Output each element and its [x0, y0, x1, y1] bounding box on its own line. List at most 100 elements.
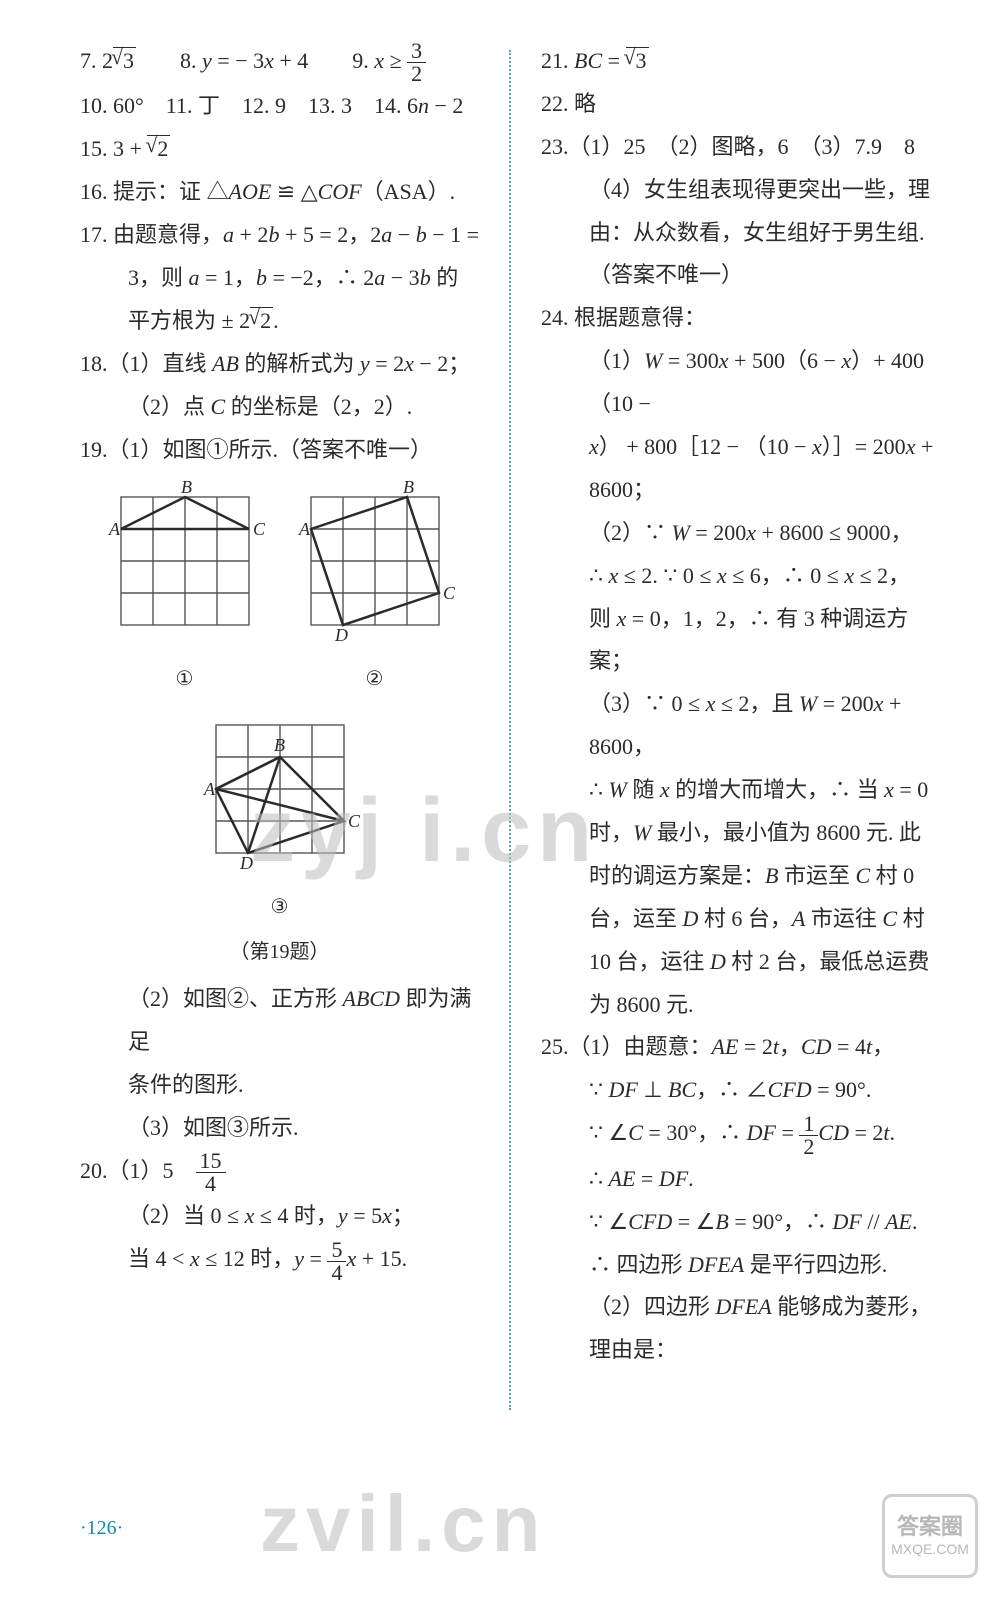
line-18b: （2）点 C 的坐标是（2，2）. [80, 386, 479, 429]
t: C [882, 906, 897, 931]
t: ，∴ ∠ [696, 1077, 768, 1102]
t: ）］= 200 [822, 434, 906, 459]
var-b: b [416, 222, 427, 247]
frac-num: 15 [196, 1150, 226, 1173]
fig-label-A: A [203, 779, 216, 799]
var-y: y [338, 1203, 348, 1228]
t: . [890, 1120, 896, 1145]
var-b: b [420, 265, 431, 290]
t: 8. [136, 48, 202, 73]
t: ≤ 6，∴ 0 ≤ [727, 563, 845, 588]
line-25d: ∴ AE = DF. [541, 1158, 940, 1201]
t: DFEA [688, 1252, 744, 1277]
t: ≤ 2，且 [715, 691, 799, 716]
figure-row-2: A B C D ③ （第19题） [80, 709, 479, 972]
t: ≤ 12 时， [200, 1246, 295, 1271]
t: 的增大而增大，∴ 当 [670, 777, 885, 802]
t: CFD [768, 1077, 812, 1102]
var-x: x [812, 434, 822, 459]
t: 由：从众数看，女生组好于男生组. [589, 220, 925, 245]
line-10-14: 10. 60° 11. 丁 12. 9 13. 3 14. 6n − 2 [80, 85, 479, 128]
var-x: x [190, 1246, 200, 1271]
t: C [211, 394, 226, 419]
fig-number-1: ① [105, 660, 265, 699]
line-24a: 24. 根据题意得： [541, 297, 940, 340]
fig-label-C: C [253, 519, 265, 539]
t: CD [801, 1034, 832, 1059]
t: （ASA）. [362, 179, 456, 204]
frac-num: 1 [799, 1113, 818, 1136]
var-x: x [841, 348, 851, 373]
t: = 2 [370, 351, 404, 376]
page-number: ·126· [80, 1517, 123, 1540]
var-x: x [609, 563, 619, 588]
line-24k: 时的调运方案是：B 市运至 C 村 0 [541, 855, 940, 898]
t: B [715, 1209, 728, 1234]
fig-number-2: ② [295, 660, 455, 699]
fig-label-A: A [108, 519, 121, 539]
line-15: 15. 3 + √2 [80, 128, 479, 171]
var-a: a [381, 222, 392, 247]
fig-label-B: B [403, 481, 414, 497]
t: − 2 [429, 93, 463, 118]
var-y: y [294, 1246, 304, 1271]
t: BC [574, 48, 602, 73]
t: AE [885, 1209, 912, 1234]
t: = 200 [817, 691, 873, 716]
line-23b: （4）女生组表现得更突出一些，理 [541, 169, 940, 212]
t: 16. 提示：证 △ [80, 179, 229, 204]
t: 台，运至 [589, 906, 683, 931]
t: 23.（1）25 （2）图略，6 （3）7.9 8 [541, 134, 915, 159]
t: 为 8600 元. [589, 992, 694, 1017]
line-23c: 由：从众数看，女生组好于男生组. [541, 212, 940, 255]
t: （2）∵ [589, 520, 672, 545]
t: = 90°，∴ [729, 1209, 833, 1234]
t: 村 2 台，最低总运费 [726, 949, 930, 974]
var-x: x [382, 1203, 392, 1228]
fig-label-D: D [334, 625, 348, 641]
figure-caption: （第19题） [80, 933, 479, 972]
t: ∴ [589, 777, 609, 802]
line-24d: 8600； [541, 469, 940, 512]
t: ≥ [384, 48, 407, 73]
var-x: x [844, 563, 854, 588]
t: 25.（1）由题意： [541, 1034, 712, 1059]
line-19d: （3）如图③所示. [80, 1107, 479, 1150]
t: = 5 [348, 1203, 382, 1228]
t: ∵ [589, 1077, 609, 1102]
var-W: W [644, 348, 662, 373]
fig-label-C: C [348, 811, 360, 831]
t: 村 6 台， [698, 906, 792, 931]
t: + 4 9. [274, 48, 374, 73]
t: （3）如图③所示. [128, 1115, 299, 1140]
line-17c: 平方根为 ± 2√2. [80, 300, 479, 343]
left-column: 7. 2√3 8. y = − 3x + 4 9. x ≥ 32 10. 60°… [80, 40, 479, 1420]
t: 是平行四边形. [744, 1252, 887, 1277]
t: 市运至 [778, 863, 855, 888]
t: = [304, 1246, 327, 1271]
t: = 300 [662, 348, 718, 373]
line-18a: 18.（1）直线 AB 的解析式为 y = 2x − 2； [80, 343, 479, 386]
line-25c: ∵ ∠C = 30°，∴ DF = 12CD = 2t. [541, 1112, 940, 1157]
line-23a: 23.（1）25 （2）图略，6 （3）7.9 8 [541, 126, 940, 169]
corner-logo-top: 答案圈 [897, 1514, 963, 1540]
t: − 1 = [427, 222, 479, 247]
t: ， [872, 1034, 894, 1059]
t: （4）女生组表现得更突出一些，理 [589, 177, 930, 202]
t: ， [779, 1034, 801, 1059]
fig-label-C: C [443, 583, 455, 603]
t: DF [659, 1166, 688, 1191]
fig-label-D: D [239, 853, 253, 869]
frac-num: 5 [327, 1239, 346, 1262]
t: + 15. [356, 1246, 407, 1271]
t: . [688, 1166, 694, 1191]
var-x: x [660, 777, 670, 802]
t: 平方根为 ± 2 [128, 308, 250, 333]
t: + [915, 434, 933, 459]
t: . [912, 1209, 918, 1234]
var-x: x [719, 348, 729, 373]
t: = 1， [200, 265, 256, 290]
var-W: W [799, 691, 817, 716]
t: // [862, 1209, 885, 1234]
t: ） + 800［12 − （10 − [599, 434, 812, 459]
